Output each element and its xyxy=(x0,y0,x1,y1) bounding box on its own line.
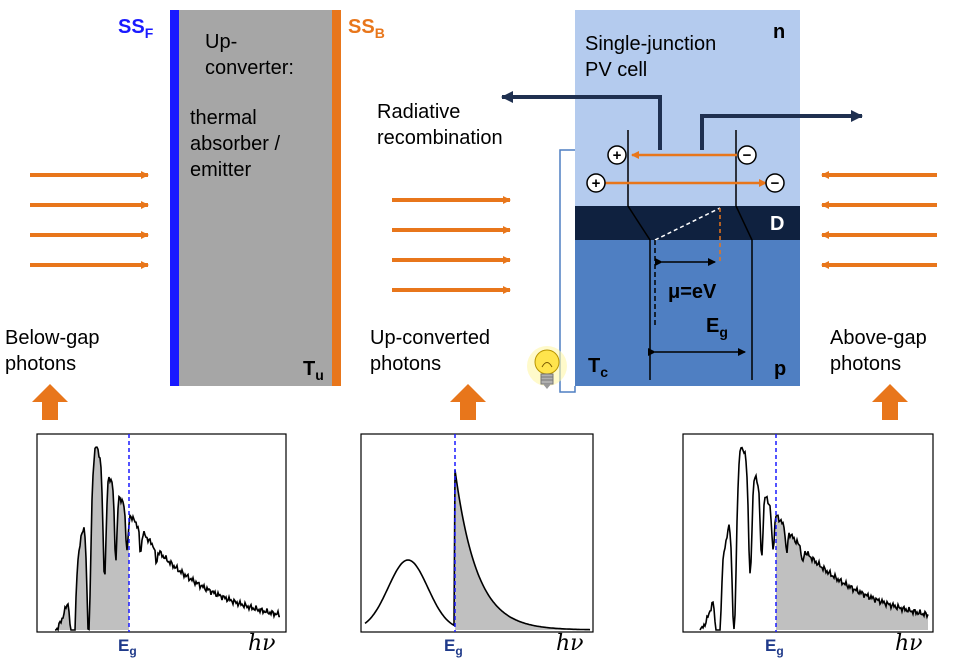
electron-upper: − xyxy=(737,145,757,165)
below-gap-label-2: photons xyxy=(5,353,76,375)
n-label: n xyxy=(773,21,785,43)
hv-label: hν xyxy=(556,631,584,656)
upconverter-body xyxy=(171,10,341,386)
depletion-region xyxy=(575,206,800,240)
absorber-label-1: thermal xyxy=(190,107,257,129)
spectrum-above-gap-curve xyxy=(699,446,929,631)
eg-label: Eg xyxy=(765,636,784,658)
radiative-label-2: recombination xyxy=(377,127,503,149)
cell-label-2: PV cell xyxy=(585,59,647,81)
spectrum-panel-below-gap: Eg hν xyxy=(36,433,287,658)
up-arrow-icon xyxy=(32,384,68,420)
front-selective-surface xyxy=(170,10,179,386)
ssf-label: SSF xyxy=(118,16,154,41)
radiative-label-1: Radiative xyxy=(377,101,460,123)
recombination-arrow-right xyxy=(700,110,863,150)
band-edges xyxy=(627,130,753,380)
spectrum-below-gap-fill xyxy=(55,447,129,630)
tc-label: Tc xyxy=(588,355,608,380)
absorber-label-2: absorber / xyxy=(190,133,280,155)
eg-label: Eg xyxy=(444,636,463,658)
hole-symbol: + xyxy=(592,175,601,192)
above-gap-label-2: photons xyxy=(830,353,901,375)
eg-label: Eg xyxy=(118,636,137,658)
cell-label-1: Single-junction xyxy=(585,33,716,55)
upconverter-label-2: converter: xyxy=(205,57,294,79)
spectrum-frame xyxy=(36,433,287,633)
hole-symbol: + xyxy=(613,147,622,164)
d-label: D xyxy=(770,213,784,235)
eg-cell-label: Eg xyxy=(706,315,728,340)
valence-band-edge xyxy=(627,130,651,380)
ssb-label: SSB xyxy=(348,16,385,41)
spectrum-upconverted-fill xyxy=(455,470,590,630)
below-gap-photon-arrows xyxy=(30,171,149,269)
p-label: p xyxy=(774,358,786,380)
spectrum-below-gap-curve xyxy=(54,446,280,632)
spectrum-above-gap-fill xyxy=(776,515,928,630)
up-arrow-icon xyxy=(450,384,486,420)
upconverted-label-1: Up-converted xyxy=(370,327,490,349)
conduction-band-edge xyxy=(735,130,753,380)
up-arrow-icon xyxy=(872,384,908,420)
spectrum-upconverted-curve xyxy=(364,469,591,631)
spectrum-panel-upconverted: Eg hν xyxy=(360,433,594,658)
flow-arrows-up xyxy=(32,384,908,420)
electron-lower: − xyxy=(765,173,785,193)
hv-label: hν xyxy=(248,631,276,656)
absorber-label-3: emitter xyxy=(190,159,251,181)
recombination-arrow-left xyxy=(501,91,662,150)
electron-symbol: − xyxy=(771,175,780,192)
below-gap-label-1: Below-gap xyxy=(5,327,100,349)
n-region xyxy=(575,10,800,206)
hv-label: hν xyxy=(895,631,923,656)
upconverter-label-1: Up- xyxy=(205,31,237,53)
upconverted-label-2: photons xyxy=(370,353,441,375)
above-gap-label-1: Above-gap xyxy=(830,327,927,349)
hole-lower: + xyxy=(586,173,606,193)
back-selective-surface xyxy=(332,10,341,386)
mu-label: μ=eV xyxy=(668,281,717,303)
electron-symbol: − xyxy=(743,147,752,164)
spectrum-panel-above-gap: Eg hν xyxy=(682,433,934,658)
tu-label: Tu xyxy=(303,358,324,383)
circuit-wire xyxy=(559,149,576,393)
upconverted-photon-arrows xyxy=(392,196,511,294)
above-gap-photon-arrows xyxy=(821,171,937,269)
lightbulb-icon xyxy=(527,346,567,389)
hole-upper: + xyxy=(607,145,627,165)
quasi-fermi-split-dashed xyxy=(654,207,721,241)
